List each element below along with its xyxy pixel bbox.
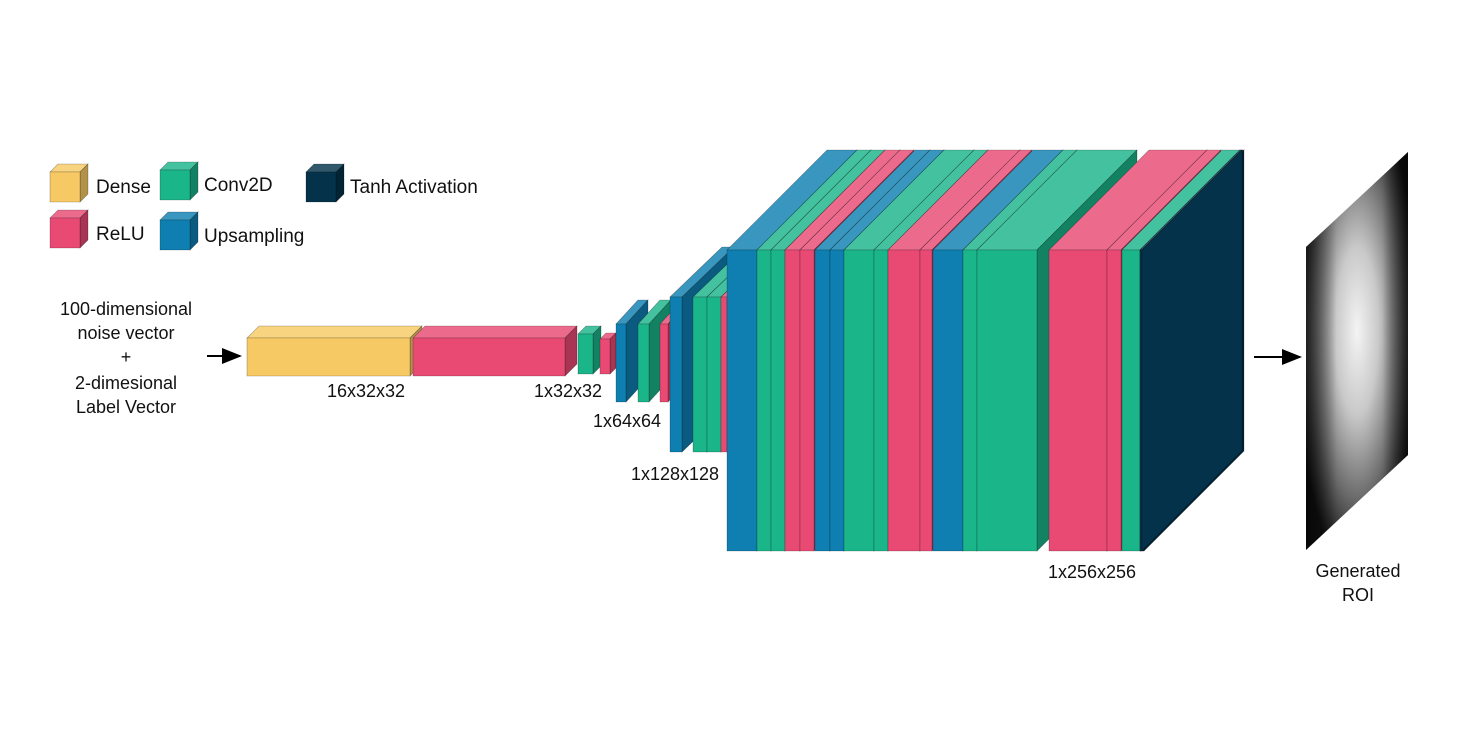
shape-label-256: 1x256x256 (1048, 562, 1136, 582)
shape-label-128: 1x128x128 (631, 464, 719, 484)
legend-tanh-icon (305, 163, 345, 203)
legend-tanh-label: Tanh Activation (350, 177, 478, 198)
legend-upsampling-label: Upsampling (204, 226, 304, 247)
input-line-3: + (121, 347, 132, 367)
shape-labels: 16x32x32 1x32x32 1x64x64 1x128x128 1x256… (327, 381, 1136, 582)
output-label-line-1: Generated (1315, 561, 1400, 581)
relu-layer-2 (599, 332, 617, 375)
generated-roi-image (1306, 152, 1408, 550)
input-line-1: 100-dimensional (60, 299, 192, 319)
input-description: 100-dimensional noise vector + 2-dimesio… (60, 299, 192, 417)
output-label-line-2: ROI (1342, 585, 1374, 605)
legend-conv2d-icon (159, 161, 199, 201)
input-line-5: Label Vector (76, 397, 176, 417)
conv2d-layer-1 (577, 325, 602, 375)
legend-conv2d-label: Conv2D (204, 175, 273, 196)
legend-relu-label: ReLU (96, 224, 145, 245)
legend-dense-icon (49, 163, 89, 203)
legend-dense-label: Dense (96, 177, 151, 198)
legend-upsampling-icon (159, 211, 199, 251)
legend: Dense Conv2D Tanh Activation ReLU Upsamp… (49, 161, 478, 251)
shape-label-64: 1x64x64 (593, 411, 661, 431)
relu-layer-1 (412, 325, 578, 377)
layer-stack (246, 149, 1245, 552)
input-line-4: 2-dimesional (75, 373, 177, 393)
shape-label-dense: 16x32x32 (327, 381, 405, 401)
dense-layer (246, 325, 423, 377)
input-line-2: noise vector (77, 323, 174, 343)
legend-relu-icon (49, 209, 89, 249)
shape-label-32: 1x32x32 (534, 381, 602, 401)
